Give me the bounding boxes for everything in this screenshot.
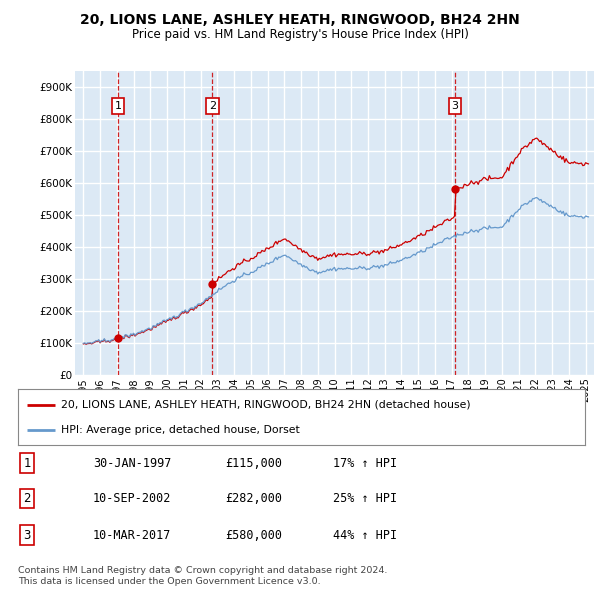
Text: 10-MAR-2017: 10-MAR-2017 [93,529,172,542]
Text: 3: 3 [23,529,31,542]
Text: 17% ↑ HPI: 17% ↑ HPI [333,457,397,470]
Text: 30-JAN-1997: 30-JAN-1997 [93,457,172,470]
Text: £282,000: £282,000 [225,492,282,505]
Text: 1: 1 [23,457,31,470]
Text: 3: 3 [451,101,458,111]
Text: 44% ↑ HPI: 44% ↑ HPI [333,529,397,542]
Text: HPI: Average price, detached house, Dorset: HPI: Average price, detached house, Dors… [61,425,299,435]
Text: 20, LIONS LANE, ASHLEY HEATH, RINGWOOD, BH24 2HN: 20, LIONS LANE, ASHLEY HEATH, RINGWOOD, … [80,13,520,27]
Text: Contains HM Land Registry data © Crown copyright and database right 2024.
This d: Contains HM Land Registry data © Crown c… [18,566,388,586]
Text: 2: 2 [209,101,216,111]
Text: £115,000: £115,000 [225,457,282,470]
Text: 20, LIONS LANE, ASHLEY HEATH, RINGWOOD, BH24 2HN (detached house): 20, LIONS LANE, ASHLEY HEATH, RINGWOOD, … [61,399,470,409]
Text: Price paid vs. HM Land Registry's House Price Index (HPI): Price paid vs. HM Land Registry's House … [131,28,469,41]
Text: 1: 1 [115,101,122,111]
Text: 25% ↑ HPI: 25% ↑ HPI [333,492,397,505]
Text: 10-SEP-2002: 10-SEP-2002 [93,492,172,505]
Text: £580,000: £580,000 [225,529,282,542]
Text: 2: 2 [23,492,31,505]
